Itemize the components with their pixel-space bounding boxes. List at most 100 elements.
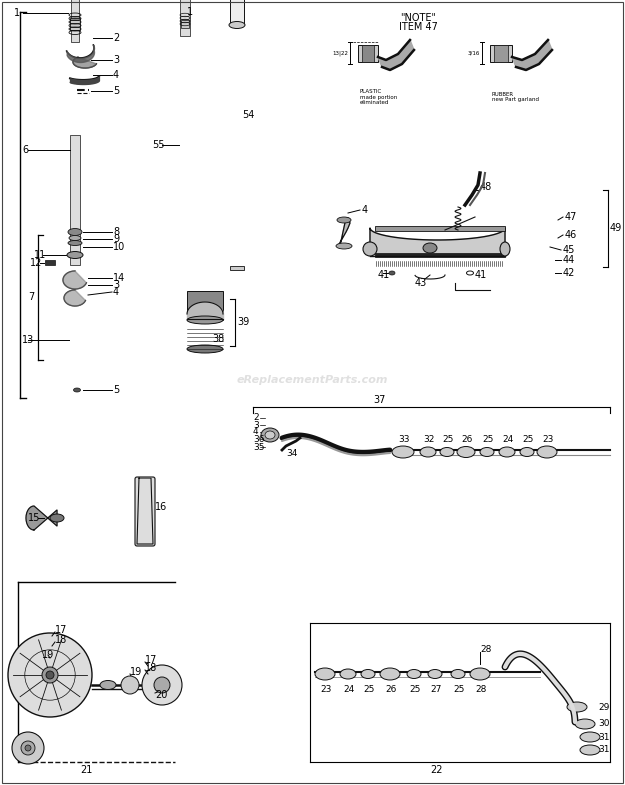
Text: 23: 23 [542,436,553,444]
Text: RUBBER
new Part garland: RUBBER new Part garland [492,92,539,102]
Text: 30: 30 [598,720,609,728]
Bar [230,266,244,270]
Text: 4: 4 [253,428,259,436]
Text: 17: 17 [55,625,68,635]
Text: 25: 25 [482,436,493,444]
Ellipse shape [537,446,557,458]
Text: 5: 5 [113,385,119,395]
Text: 27: 27 [430,685,441,693]
Text: 15: 15 [28,513,41,523]
Text: 55: 55 [152,140,164,150]
Text: 25: 25 [363,685,374,693]
Text: PLASTIC
made portion
eliminated: PLASTIC made portion eliminated [360,89,398,105]
Bar [70,135,80,265]
Text: 28: 28 [475,685,486,693]
Text: 21: 21 [80,765,92,775]
Ellipse shape [363,242,377,256]
Ellipse shape [470,668,490,680]
Bar [45,260,55,265]
Ellipse shape [361,670,375,678]
Text: 1: 1 [14,8,20,18]
Text: 25: 25 [442,436,453,444]
Text: 5: 5 [113,86,119,96]
Bar [181,20,189,28]
Text: 45: 45 [563,245,576,255]
Bar [375,226,505,231]
Circle shape [21,741,35,755]
Text: 47: 47 [565,212,578,222]
Text: 25: 25 [409,685,421,693]
Text: 9: 9 [113,234,119,244]
Text: eReplacementParts.com: eReplacementParts.com [236,375,388,385]
Bar [180,0,190,36]
Circle shape [121,676,139,694]
Ellipse shape [340,669,356,679]
Text: 19: 19 [42,650,54,660]
Ellipse shape [392,446,414,458]
Polygon shape [370,228,505,256]
Ellipse shape [423,243,437,253]
Text: 4: 4 [113,287,119,297]
Text: ITEM 47: ITEM 47 [399,22,437,32]
Text: 46: 46 [565,230,578,240]
Ellipse shape [67,251,83,258]
Ellipse shape [480,447,494,457]
Ellipse shape [407,670,421,678]
Text: 31: 31 [598,732,609,742]
Bar [230,0,244,25]
Text: 2: 2 [113,33,119,43]
Text: 41: 41 [378,270,390,280]
Polygon shape [73,57,96,68]
Bar [490,45,512,62]
Ellipse shape [451,670,465,678]
Text: 6: 6 [22,145,28,155]
Ellipse shape [68,228,82,235]
Ellipse shape [440,447,454,457]
Text: 36: 36 [253,435,264,444]
Ellipse shape [265,431,275,439]
Ellipse shape [315,668,335,680]
Polygon shape [338,218,350,246]
Bar [358,45,378,62]
Text: 23: 23 [320,685,331,693]
Text: 33: 33 [398,436,409,444]
Circle shape [8,633,92,717]
Text: 26: 26 [385,685,396,693]
Ellipse shape [520,447,534,457]
Text: 2: 2 [253,414,259,422]
Ellipse shape [337,217,351,223]
Text: 25: 25 [522,436,533,444]
Text: 4: 4 [362,205,368,215]
Text: 41: 41 [475,270,488,280]
FancyBboxPatch shape [135,477,155,546]
Circle shape [46,671,54,679]
Polygon shape [512,40,552,70]
Text: 3: 3 [253,421,259,429]
Text: 7: 7 [28,292,34,302]
Text: 3/16: 3/16 [468,50,480,56]
Text: 37: 37 [374,395,386,405]
Text: 49: 49 [610,223,622,233]
Text: 10: 10 [113,242,125,252]
Circle shape [42,667,58,683]
Text: 44: 44 [563,255,575,265]
Polygon shape [378,40,414,70]
Polygon shape [26,506,57,530]
Text: 54: 54 [242,110,254,120]
Text: 43: 43 [415,278,428,288]
Ellipse shape [68,240,82,246]
Circle shape [142,665,182,705]
Bar [187,291,223,320]
Ellipse shape [74,388,81,392]
Polygon shape [137,478,153,544]
Ellipse shape [420,447,436,457]
Text: 13|22: 13|22 [332,50,348,56]
Bar [494,45,508,62]
Text: 38: 38 [212,334,224,344]
Text: 16: 16 [155,502,168,512]
Ellipse shape [380,668,400,680]
Bar [362,45,374,62]
Text: 34: 34 [286,450,298,458]
Ellipse shape [457,447,475,458]
Polygon shape [64,290,86,306]
